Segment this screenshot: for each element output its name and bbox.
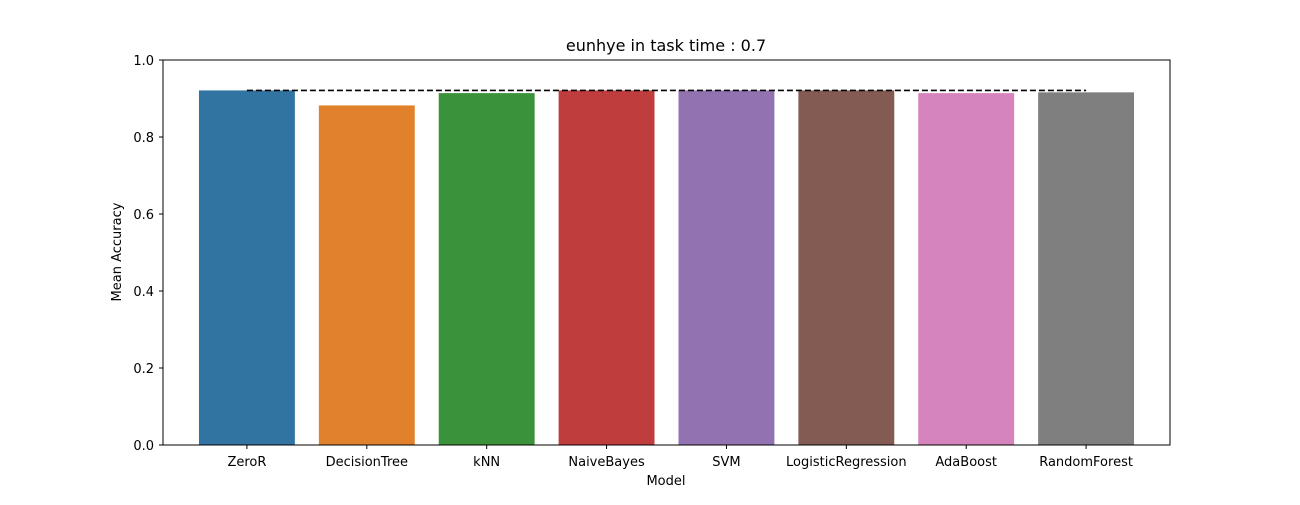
bars-group bbox=[198, 90, 1135, 446]
bar-decisiontree bbox=[318, 105, 415, 446]
x-axis: ZeroR DecisionTree kNN NaiveBayes SVM Logisti… bbox=[227, 445, 1133, 470]
x-tick-label: LogisticRegression bbox=[786, 455, 907, 470]
y-tick-label: 1.0 bbox=[133, 54, 154, 69]
x-tick-label: NaiveBayes bbox=[568, 455, 645, 470]
chart-title: eunhye in task time : 0.7 bbox=[566, 36, 766, 55]
bar-zeror bbox=[198, 90, 295, 445]
x-tick-label: DecisionTree bbox=[326, 455, 408, 470]
bar-naivebayes bbox=[558, 90, 655, 445]
y-tick-label: 0.0 bbox=[133, 439, 154, 454]
plot-frame bbox=[162, 59, 1171, 446]
bar-adaboost bbox=[918, 93, 1015, 446]
x-tick-label: RandomForest bbox=[1039, 455, 1133, 470]
y-tick-label: 0.8 bbox=[133, 131, 154, 146]
y-tick-label: 0.6 bbox=[133, 208, 154, 223]
bar-knn bbox=[438, 93, 535, 446]
y-tick-label: 0.2 bbox=[133, 362, 154, 377]
y-tick-label: 0.4 bbox=[133, 285, 154, 300]
x-tick-label: kNN bbox=[473, 455, 500, 470]
bar-logisticregression bbox=[798, 90, 895, 445]
y-axis: 0.0 0.2 0.4 0.6 0.8 1.0 bbox=[133, 54, 163, 454]
x-tick-label: ZeroR bbox=[227, 455, 266, 470]
x-tick-label: AdaBoost bbox=[935, 455, 997, 470]
bar-svm bbox=[678, 90, 775, 445]
bar-randomforest bbox=[1038, 92, 1135, 445]
x-axis-label: Model bbox=[646, 474, 685, 489]
x-tick-label: SVM bbox=[712, 455, 740, 470]
y-axis-label: Mean Accuracy bbox=[110, 202, 125, 301]
